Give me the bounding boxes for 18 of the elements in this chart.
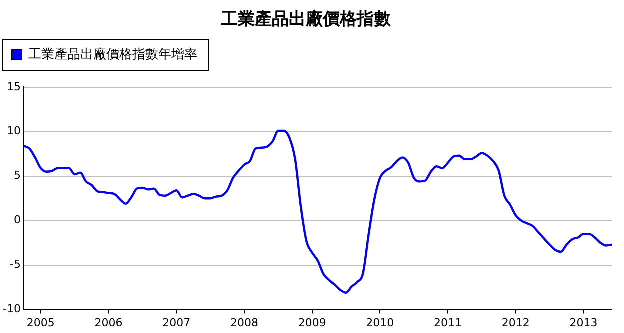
y-tick-label: -5: [10, 258, 21, 272]
x-tick-label: 2007: [162, 316, 191, 330]
y-tick-label: 5: [14, 169, 21, 182]
x-tick-label: 2012: [502, 316, 530, 330]
x-tick-label: 2006: [94, 316, 123, 330]
x-tick-label: 2005: [26, 316, 55, 330]
x-tick-label: 2009: [298, 316, 326, 330]
y-tick-label: 0: [14, 214, 21, 227]
x-tick-label: 2008: [230, 316, 258, 330]
x-tick-label: 2010: [366, 316, 394, 330]
x-tick-label: 2011: [434, 316, 462, 330]
line-series: [24, 130, 612, 294]
legend-label: 工業產品出廠價格指數年增率: [28, 46, 198, 62]
y-tick-label: 15: [6, 80, 21, 94]
x-tick-label: 2013: [570, 316, 598, 330]
y-tick-label: -10: [3, 302, 21, 316]
y-tick-label: 10: [6, 124, 21, 138]
chart-title: 工業產品出廠價格指數: [220, 10, 392, 30]
